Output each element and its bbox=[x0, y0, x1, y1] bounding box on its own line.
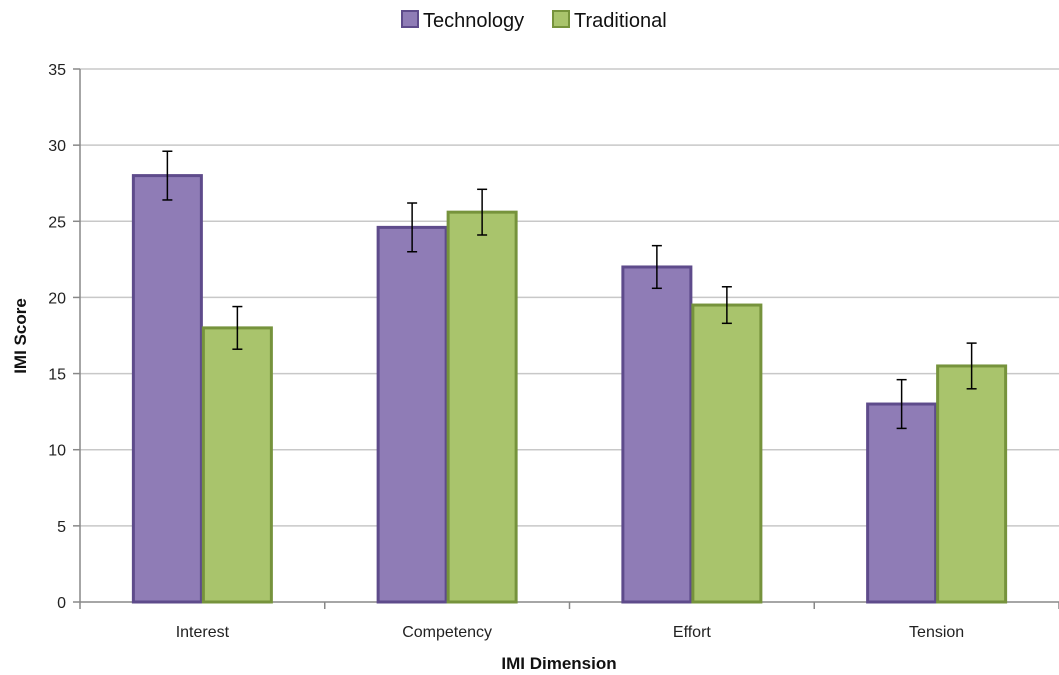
error-bar bbox=[896, 378, 907, 430]
x-tick-label: Interest bbox=[176, 624, 230, 641]
error-bar bbox=[162, 150, 173, 201]
tick-labels: 0 5 10 15 20 25 30 35 Interest Competency Effort Te… bbox=[48, 62, 964, 641]
error-bar bbox=[966, 342, 977, 390]
bar-technology-interest bbox=[131, 174, 203, 604]
y-tick-label: 5 bbox=[57, 519, 66, 536]
bar-traditional-competency bbox=[446, 210, 518, 604]
error-bar bbox=[477, 188, 488, 236]
x-tick-label: Effort bbox=[673, 624, 712, 641]
y-tick-label: 35 bbox=[48, 62, 66, 79]
bars bbox=[131, 174, 1008, 604]
x-axis-title: IMI Dimension bbox=[501, 654, 616, 673]
error-bars bbox=[162, 150, 977, 430]
x-tick-label: Competency bbox=[402, 624, 492, 641]
y-tick-label: 15 bbox=[48, 367, 66, 384]
y-tick-label: 0 bbox=[57, 595, 66, 612]
error-bar bbox=[721, 286, 732, 325]
y-tick-label: 10 bbox=[48, 443, 66, 460]
y-tick-label: 20 bbox=[48, 290, 66, 307]
error-bar bbox=[232, 305, 243, 350]
legend-label-traditional: Traditional bbox=[574, 10, 667, 32]
legend-swatch-traditional bbox=[552, 10, 570, 28]
legend-label-technology: Technology bbox=[423, 10, 524, 32]
y-tick-label: 30 bbox=[48, 138, 66, 155]
bar-technology-tension bbox=[866, 402, 938, 604]
x-tick-label: Tension bbox=[909, 624, 964, 641]
y-tick-label: 25 bbox=[48, 214, 66, 231]
bar-technology-effort bbox=[621, 265, 693, 604]
bar-traditional-tension bbox=[936, 364, 1008, 604]
error-bar bbox=[407, 202, 418, 253]
y-axis-title: IMI Score bbox=[11, 298, 30, 374]
error-bar bbox=[651, 244, 662, 290]
bar-traditional-effort bbox=[691, 303, 763, 604]
legend-swatch-technology bbox=[401, 10, 419, 28]
bar-technology-competency bbox=[376, 225, 448, 604]
legend: Technology Traditional bbox=[401, 10, 667, 32]
bar-traditional-interest bbox=[201, 326, 273, 604]
